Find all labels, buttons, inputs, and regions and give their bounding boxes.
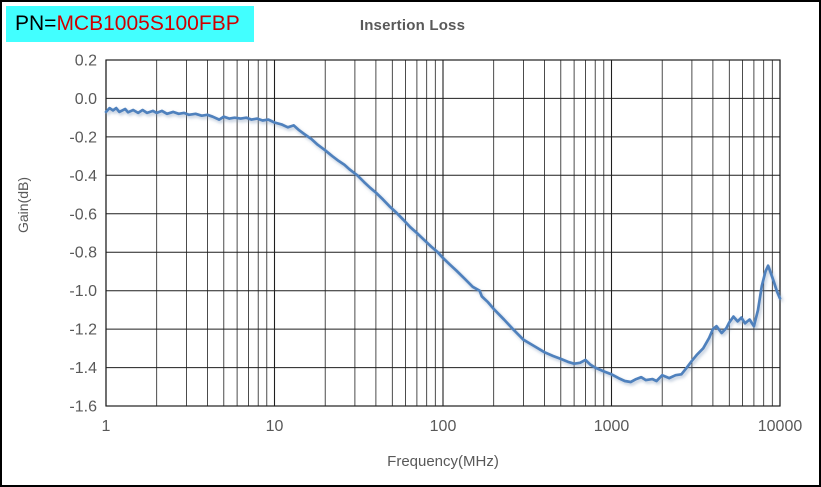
y-tick-label: -1.0 bbox=[69, 283, 97, 300]
pn-part-number: MCB1005S100FBP bbox=[56, 12, 240, 35]
x-tick-label: 10 bbox=[266, 418, 284, 435]
plot-area-border bbox=[105, 59, 781, 407]
x-tick-label: 1000 bbox=[594, 418, 630, 435]
part-number-badge: PN=MCB1005S100FBP bbox=[6, 6, 254, 42]
y-axis-title: Gain(dB) bbox=[15, 176, 31, 233]
y-axis-tick-labels: 0.2 0.0 -0.2 -0.4 -0.6 -0.8 -1.0 -1.2 -1.4 -1.6 bbox=[69, 53, 97, 416]
y-tick-label: -1.4 bbox=[69, 360, 97, 377]
x-axis-tick-labels: 1 10 100 1000 10000 bbox=[102, 418, 803, 435]
pn-prefix-label: PN= bbox=[15, 12, 57, 35]
y-tick-label: 0.2 bbox=[75, 53, 97, 70]
x-axis-title: Frequency(MHz) bbox=[387, 453, 499, 470]
y-tick-label: -0.8 bbox=[69, 245, 97, 262]
y-tick-label: -1.2 bbox=[69, 322, 97, 339]
x-tick-label: 10000 bbox=[758, 418, 803, 435]
chart-title: Insertion Loss bbox=[359, 17, 466, 34]
x-tick-label: 1 bbox=[102, 418, 111, 435]
vertical-gridlines bbox=[105, 60, 781, 406]
y-tick-label: -0.4 bbox=[69, 168, 97, 185]
y-tick-label: -0.6 bbox=[69, 206, 97, 223]
y-tick-label: -0.2 bbox=[69, 129, 97, 146]
x-tick-label: 100 bbox=[430, 418, 457, 435]
y-tick-label: -1.6 bbox=[69, 399, 97, 416]
series-insertion-loss bbox=[104, 106, 782, 384]
y-tick-label: 0.0 bbox=[75, 91, 97, 108]
